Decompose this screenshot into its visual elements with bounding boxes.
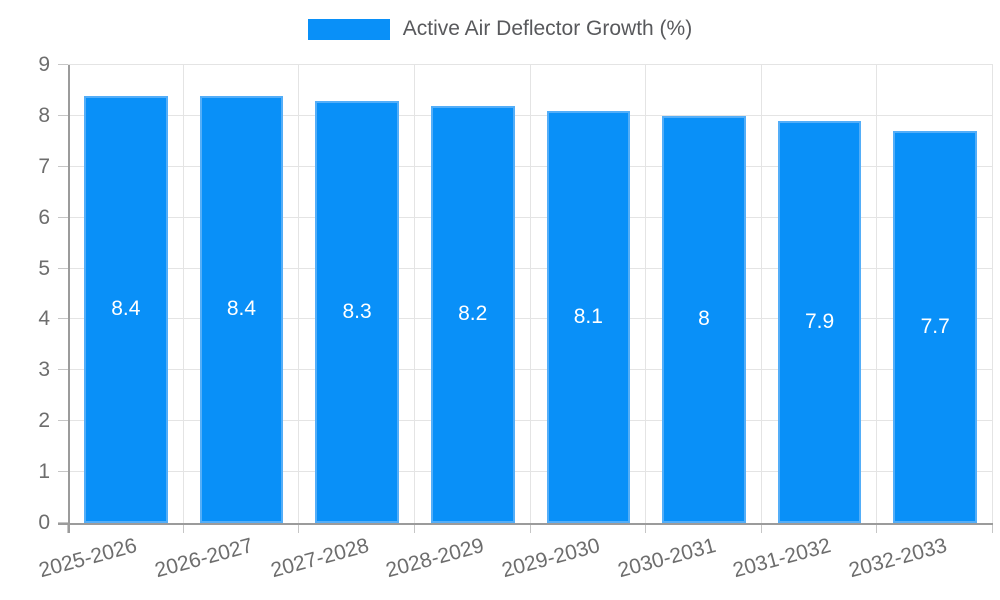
x-gridline xyxy=(992,65,993,523)
x-category-label: 2030-2031 xyxy=(614,534,718,583)
y-tick-label: 6 xyxy=(38,205,50,229)
bar-value-label: 8.4 xyxy=(226,297,257,321)
legend-swatch xyxy=(307,18,390,40)
y-tick xyxy=(58,165,68,167)
y-gridline xyxy=(68,420,993,422)
y-gridline xyxy=(68,267,993,269)
bar[interactable] xyxy=(777,120,862,523)
x-category-label: 2032-2033 xyxy=(846,534,950,583)
y-tick-label: 9 xyxy=(38,53,50,76)
x-gridline xyxy=(298,65,300,523)
y-tick xyxy=(58,216,68,218)
y-tick xyxy=(58,114,68,116)
bar-value-label: 8.3 xyxy=(342,299,372,323)
y-tick-label: 0 xyxy=(38,511,50,534)
bar-value-label: 8 xyxy=(698,307,710,331)
y-tick-label: 1 xyxy=(38,460,50,484)
x-gridline xyxy=(876,65,878,523)
y-tick-label: 7 xyxy=(38,154,50,178)
y-tick-label: 4 xyxy=(38,307,50,331)
y-gridline xyxy=(68,318,993,320)
y-tick xyxy=(58,64,68,65)
bar-value-label: 7.9 xyxy=(804,309,835,333)
y-tick xyxy=(58,420,68,422)
x-tick xyxy=(67,523,68,533)
x-tick xyxy=(298,523,300,533)
y-tick-label: 2 xyxy=(38,409,50,433)
y-tick xyxy=(58,522,68,523)
bar[interactable] xyxy=(546,110,631,523)
x-tick xyxy=(760,523,762,533)
y-gridline xyxy=(68,471,993,473)
y-gridline xyxy=(68,165,993,167)
y-gridline xyxy=(68,216,993,218)
x-tick xyxy=(876,523,878,533)
x-axis-line xyxy=(58,523,993,525)
x-gridline xyxy=(645,65,647,523)
x-category-label: 2028-2029 xyxy=(383,534,487,583)
x-tick xyxy=(992,523,993,533)
bar[interactable] xyxy=(199,95,284,523)
x-category-label: 2026-2027 xyxy=(152,534,256,583)
bar-value-label: 8.2 xyxy=(458,302,488,326)
x-gridline xyxy=(529,65,531,523)
bar-value-label: 8.1 xyxy=(573,304,603,328)
bar-value-label: 8.4 xyxy=(111,297,141,321)
x-tick xyxy=(413,523,415,533)
x-category-label: 2025-2026 xyxy=(36,534,140,583)
legend-label: Active Air Deflector Growth (%) xyxy=(402,17,693,40)
y-gridline xyxy=(68,369,993,371)
y-tick-label: 5 xyxy=(38,256,50,280)
y-tick-label: 8 xyxy=(38,103,50,127)
y-gridline xyxy=(68,114,993,116)
bar[interactable] xyxy=(315,100,399,523)
y-tick xyxy=(58,318,68,320)
y-tick xyxy=(58,369,68,371)
x-gridline xyxy=(182,65,184,523)
bar[interactable] xyxy=(84,95,168,523)
x-category-label: 2029-2030 xyxy=(499,534,603,583)
x-category-label: 2031-2032 xyxy=(730,534,834,583)
legend[interactable]: Active Air Deflector Growth (%) xyxy=(0,17,1000,41)
x-tick xyxy=(645,523,647,533)
y-axis-line xyxy=(68,65,70,533)
bar[interactable] xyxy=(430,105,515,523)
x-tick xyxy=(182,523,184,533)
x-tick xyxy=(529,523,531,533)
y-tick xyxy=(58,267,68,269)
y-tick xyxy=(58,471,68,473)
bar[interactable] xyxy=(893,131,977,523)
x-gridline xyxy=(760,65,762,523)
x-gridline xyxy=(413,65,415,523)
y-gridline xyxy=(68,64,993,65)
bar-value-label: 7.7 xyxy=(920,315,950,339)
bar[interactable] xyxy=(662,115,746,523)
y-tick-label: 3 xyxy=(38,358,50,382)
x-category-label: 2027-2028 xyxy=(268,534,372,583)
